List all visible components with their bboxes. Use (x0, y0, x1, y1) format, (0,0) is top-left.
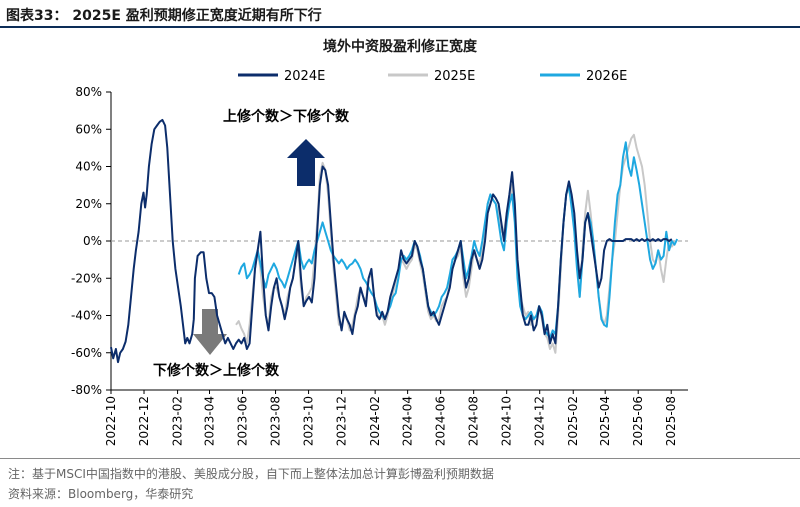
y-tick-label: -80% (71, 383, 102, 397)
legend-label: 2025E (434, 69, 475, 84)
annotation-down-text: 下修个数＞上修个数 (153, 362, 280, 379)
x-tick-label: 2025-04 (598, 396, 612, 446)
axes: 80% 60% 40% 20% 0% -20% -40% -60% -80%2022-10 202… (71, 85, 688, 446)
y-tick-label: 20% (75, 197, 102, 211)
legend-label: 2024E (284, 69, 325, 84)
chart-title: 境外中资股盈利修正宽度 (323, 38, 478, 55)
x-tick-label: 2024-10 (500, 396, 514, 446)
x-tick-label: 2025-08 (664, 396, 678, 446)
annotation-up-text: 上修个数＞下修个数 (223, 108, 350, 125)
y-tick-label: -40% (71, 309, 102, 323)
y-tick-label: 60% (75, 122, 102, 136)
x-tick-label: 2023-10 (302, 396, 316, 446)
x-tick-label: 2025-06 (631, 396, 645, 446)
x-tick-label: 2024-04 (401, 396, 415, 446)
x-tick-label: 2023-12 (335, 396, 349, 446)
y-tick-label: -60% (71, 346, 102, 360)
footnote: 注：基于MSCI中国指数中的港股、美股成分股，自下而上整体法加总计算彭博盈利预期… (8, 467, 494, 481)
y-tick-label: 80% (75, 85, 102, 99)
x-tick-label: 2024-12 (533, 396, 547, 446)
x-tick-label: 2024-08 (467, 396, 481, 446)
legend: 2024E 2025E 2026E (238, 69, 627, 84)
down-arrow-icon (193, 309, 227, 355)
y-tick-label: -20% (71, 271, 102, 285)
legend-label: 2026E (586, 69, 627, 84)
x-tick-label: 2023-02 (171, 396, 185, 446)
up-arrow-icon (287, 139, 325, 186)
source-note: 资料来源：Bloomberg，华泰研究 (8, 487, 194, 501)
x-tick-label: 2023-04 (203, 396, 217, 446)
header-rule (0, 26, 800, 28)
figure-caption: 图表33： 2025E 盈利预期修正宽度近期有所下行 (6, 8, 322, 24)
footer-rule (0, 458, 800, 459)
x-tick-label: 2022-10 (104, 396, 118, 446)
x-tick-label: 2023-08 (269, 396, 283, 446)
x-tick-label: 2024-02 (368, 396, 382, 446)
x-tick-label: 2024-06 (434, 396, 448, 446)
x-tick-label: 2025-02 (566, 396, 580, 446)
y-tick-label: 40% (75, 160, 102, 174)
y-tick-label: 0% (83, 234, 102, 248)
x-tick-label: 2022-12 (137, 396, 151, 446)
figure-header: 图表33： 2025E 盈利预期修正宽度近期有所下行 (0, 0, 800, 30)
series-line-2024e (110, 118, 673, 364)
x-tick-label: 2023-06 (236, 396, 250, 446)
series-layer (110, 118, 679, 364)
